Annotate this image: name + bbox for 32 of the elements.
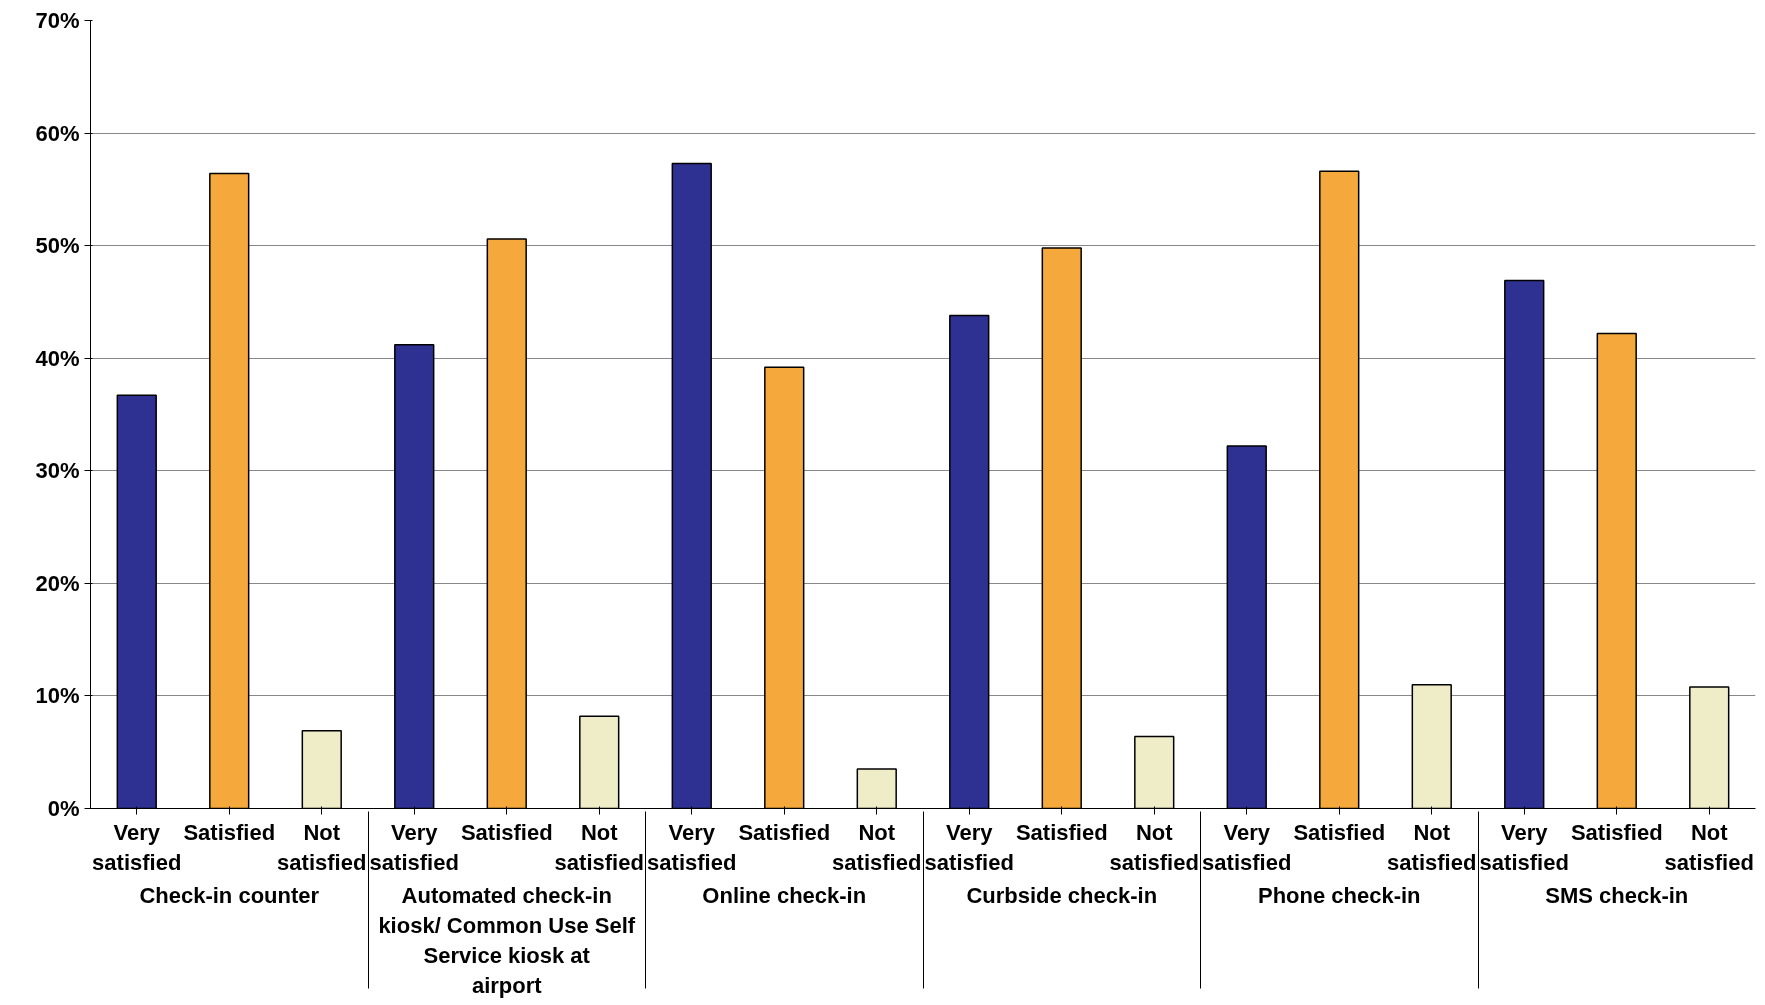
text: Phone check-in bbox=[1257, 882, 1421, 908]
y-tick-label: 30% bbox=[35, 458, 80, 484]
x-tick-label: Not satisfied bbox=[1387, 819, 1477, 875]
x-tick-label: Satisfied bbox=[1293, 819, 1386, 845]
y-tick-label: 60% bbox=[35, 120, 80, 146]
text: Check-in counter bbox=[139, 882, 320, 908]
x-tick-label: Not satisfied bbox=[554, 819, 644, 875]
text: Curbside check-in bbox=[966, 882, 1158, 908]
x-tick-label: Very satisfied bbox=[369, 819, 459, 875]
x-tick-label: Not satisfied bbox=[1109, 819, 1199, 875]
x-tick-label: Satisfied bbox=[1015, 819, 1108, 845]
y-tick-label: 50% bbox=[35, 233, 80, 259]
x-tick-label: Very satisfied bbox=[1202, 819, 1292, 875]
text: Automated check-in kiosk/ Common Use Self Service kiosk at airport bbox=[378, 882, 636, 998]
y-tick-label: 70% bbox=[35, 8, 80, 33]
x-tick-label: Not satisfied bbox=[277, 819, 367, 875]
x-tick-label: Very satisfied bbox=[647, 819, 737, 875]
x-tick-label: Satisfied bbox=[1570, 819, 1663, 845]
y-tick-label: 0% bbox=[47, 796, 80, 821]
y-tick-label: 40% bbox=[35, 345, 80, 371]
y-tick-label: 10% bbox=[35, 683, 80, 709]
x-tick-label: Very satisfied bbox=[924, 819, 1014, 875]
x-tick-label: Satisfied bbox=[183, 819, 276, 845]
x-tick-label: Very satisfied bbox=[92, 819, 182, 875]
text: Online check-in bbox=[702, 882, 867, 908]
y-tick-label: 20% bbox=[35, 570, 80, 596]
x-tick-label: Not satisfied bbox=[832, 819, 922, 875]
x-tick-label: Satisfied bbox=[738, 819, 831, 845]
x-tick-label: Satisfied bbox=[460, 819, 553, 845]
text: SMS check-in bbox=[1545, 882, 1689, 908]
x-tick-label: Very satisfied bbox=[1479, 819, 1569, 875]
x-tick-label: Not satisfied bbox=[1664, 819, 1754, 875]
